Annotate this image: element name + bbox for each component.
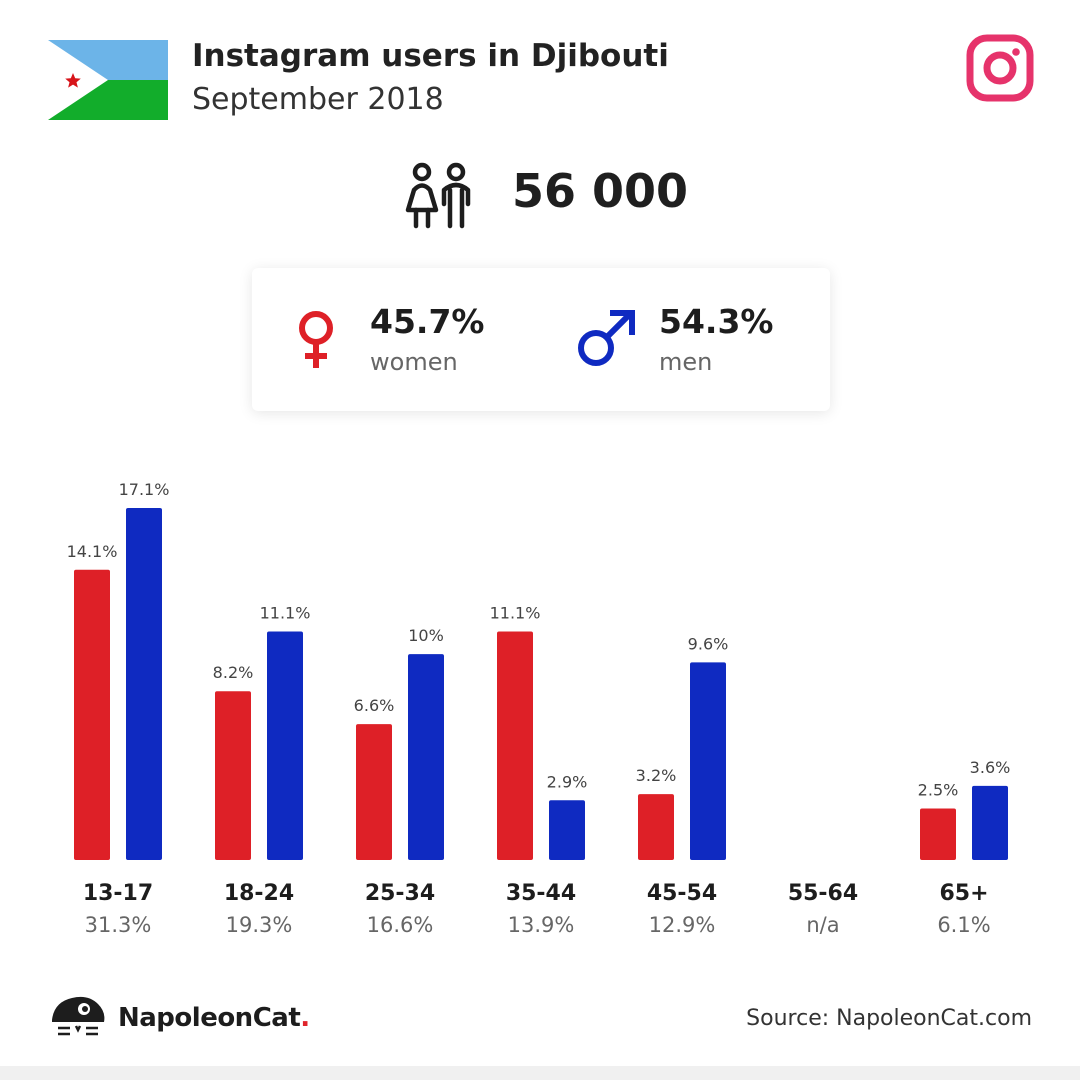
male-symbol-icon bbox=[578, 310, 635, 366]
age-group-label: 55-64 bbox=[788, 881, 858, 906]
age-group-label: 65+ bbox=[939, 881, 988, 906]
source-note: Source: NapoleonCat.com bbox=[746, 1006, 1032, 1031]
bar-value-label: 6.6% bbox=[354, 696, 395, 715]
age-group-total: 19.3% bbox=[226, 913, 293, 937]
brand-name: NapoleonCat. bbox=[118, 1003, 310, 1033]
bar-men-25-34 bbox=[408, 654, 444, 860]
djibouti-flag-icon bbox=[48, 40, 168, 120]
bar-women-25-34 bbox=[356, 724, 392, 860]
men-percentage: 54.3% bbox=[659, 302, 774, 341]
bar-value-label: 11.1% bbox=[260, 604, 311, 623]
bar-value-label: 2.5% bbox=[918, 781, 959, 800]
bar-men-45-54 bbox=[690, 662, 726, 860]
age-group-total: 13.9% bbox=[508, 913, 575, 937]
men-label: men bbox=[659, 348, 713, 376]
age-group-total: 31.3% bbox=[85, 913, 152, 937]
bar-value-label: 10% bbox=[408, 626, 444, 645]
total-users-value: 56 000 bbox=[512, 164, 689, 218]
bar-men-18-24 bbox=[267, 631, 303, 860]
bar-value-label: 9.6% bbox=[688, 634, 729, 653]
bar-value-label: 3.6% bbox=[970, 758, 1011, 777]
age-group-total: n/a bbox=[806, 913, 839, 937]
bar-women-18-24 bbox=[215, 691, 251, 860]
bottom-strip bbox=[0, 1066, 1080, 1080]
bar-value-label: 3.2% bbox=[636, 766, 677, 785]
bar-women-45-54 bbox=[638, 794, 674, 860]
age-distribution-chart: 14.1% 17.1% 13-17 31.3% 8.2% 11.1% 18-24 19.3% 6… bbox=[67, 480, 1011, 937]
women-label: women bbox=[370, 348, 458, 376]
age-group-label: 18-24 bbox=[224, 881, 294, 906]
age-group-label: 45-54 bbox=[647, 881, 717, 906]
bar-men-35-44 bbox=[549, 800, 585, 860]
age-group-total: 12.9% bbox=[649, 913, 716, 937]
bar-value-label: 2.9% bbox=[547, 772, 588, 791]
bar-value-label: 11.1% bbox=[490, 604, 541, 623]
bar-value-label: 17.1% bbox=[119, 480, 170, 499]
age-group-total: 6.1% bbox=[937, 913, 990, 937]
age-group-label: 35-44 bbox=[506, 881, 576, 906]
women-percentage: 45.7% bbox=[370, 302, 485, 341]
age-group-label: 13-17 bbox=[83, 881, 153, 906]
bar-men-65+ bbox=[972, 785, 1008, 860]
people-icon bbox=[405, 162, 471, 229]
napoleoncat-logo-icon bbox=[52, 996, 105, 1036]
page-title: Instagram users in Djibouti bbox=[192, 38, 669, 74]
bar-value-label: 14.1% bbox=[67, 542, 118, 561]
page-subtitle: September 2018 bbox=[192, 82, 444, 117]
bar-women-65+ bbox=[920, 808, 956, 860]
bar-men-13-17 bbox=[126, 508, 162, 860]
age-group-total: 16.6% bbox=[367, 913, 434, 937]
female-symbol-icon bbox=[299, 311, 333, 368]
bar-women-13-17 bbox=[74, 569, 110, 860]
gender-split-card: 45.7% women 54.3% men bbox=[252, 268, 830, 411]
age-group-label: 25-34 bbox=[365, 881, 435, 906]
bar-value-label: 8.2% bbox=[213, 663, 254, 682]
bar-women-35-44 bbox=[497, 631, 533, 860]
instagram-icon bbox=[966, 34, 1034, 102]
